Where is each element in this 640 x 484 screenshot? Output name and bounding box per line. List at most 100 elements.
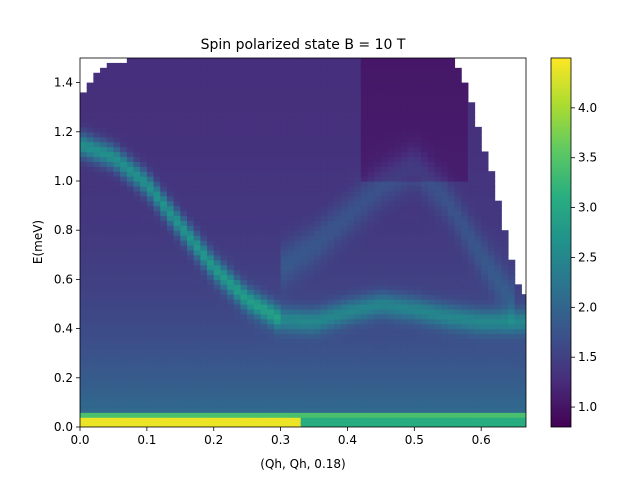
heatmap-cell xyxy=(367,313,375,320)
heatmap-cell xyxy=(300,225,308,231)
heatmap-cell xyxy=(140,126,148,133)
heatmap-cell xyxy=(193,299,201,305)
heatmap-cell xyxy=(314,422,322,427)
heatmap-cell xyxy=(280,382,288,389)
heatmap-cell xyxy=(494,240,502,246)
heatmap-cell xyxy=(200,323,208,330)
heatmap-cell xyxy=(454,249,462,256)
heatmap-cell xyxy=(340,166,349,172)
heatmap-cell xyxy=(153,274,161,280)
heatmap-cell xyxy=(207,338,215,344)
heatmap-cell xyxy=(307,141,315,148)
heatmap-cell xyxy=(146,240,155,246)
heatmap-cell xyxy=(207,264,215,271)
heatmap-cell xyxy=(347,77,355,84)
heatmap-cell xyxy=(166,126,175,133)
heatmap-cell xyxy=(521,323,526,330)
heatmap-cell xyxy=(80,353,88,359)
heatmap-cell xyxy=(421,121,429,128)
heatmap-cell xyxy=(400,333,409,340)
heatmap-cell xyxy=(133,230,141,236)
heatmap-cell xyxy=(126,240,135,246)
heatmap-cell xyxy=(494,225,502,231)
heatmap-cell xyxy=(380,176,389,182)
heatmap-cell xyxy=(454,215,462,221)
heatmap-cell xyxy=(80,363,88,369)
heatmap-cell xyxy=(314,397,322,403)
heatmap-cell xyxy=(441,190,449,197)
heatmap-cell xyxy=(367,289,375,295)
heatmap-cell xyxy=(173,422,181,427)
heatmap-cell xyxy=(427,102,435,108)
heatmap-cell xyxy=(293,299,302,305)
heatmap-cell xyxy=(126,195,135,202)
heatmap-cell xyxy=(380,205,389,212)
heatmap-cell xyxy=(300,372,308,379)
heatmap-cell xyxy=(140,367,148,374)
heatmap-cell xyxy=(400,299,409,305)
heatmap-cell xyxy=(213,343,222,349)
heatmap-cell xyxy=(106,313,115,320)
heatmap-cell xyxy=(86,195,94,202)
heatmap-cell xyxy=(240,166,248,172)
heatmap-cell xyxy=(421,343,429,349)
heatmap-cell xyxy=(441,181,449,187)
heatmap-cell xyxy=(287,294,295,300)
heatmap-cell xyxy=(253,230,262,236)
heatmap-cell xyxy=(407,353,415,359)
heatmap-cell xyxy=(307,254,315,261)
heatmap-cell xyxy=(354,58,362,64)
heatmap-cell xyxy=(400,259,409,266)
heatmap-cell xyxy=(93,328,101,335)
heatmap-cell xyxy=(514,407,522,413)
heatmap-cell xyxy=(447,367,456,374)
heatmap-cell xyxy=(340,259,349,266)
heatmap-cell xyxy=(280,146,288,153)
heatmap-cell xyxy=(334,333,342,340)
heatmap-cell xyxy=(501,328,509,335)
heatmap-cell xyxy=(100,407,108,413)
heatmap-cell xyxy=(367,402,375,408)
heatmap-cell xyxy=(106,215,115,221)
heatmap-cell xyxy=(394,338,402,344)
heatmap-cell xyxy=(260,58,268,64)
heatmap-cell xyxy=(126,358,135,364)
heatmap-cell xyxy=(86,112,94,118)
heatmap-cell xyxy=(293,353,302,359)
heatmap-cell xyxy=(86,422,94,427)
heatmap-cell xyxy=(227,294,235,300)
heatmap-cell xyxy=(280,156,288,162)
heatmap-cell xyxy=(494,353,502,359)
heatmap-cell xyxy=(300,264,308,271)
heatmap-cell xyxy=(501,412,509,418)
heatmap-cell xyxy=(253,77,262,84)
heatmap-cell xyxy=(240,294,248,300)
heatmap-cell xyxy=(260,230,268,236)
heatmap-cell xyxy=(374,72,382,79)
heatmap-cell xyxy=(113,225,121,231)
heatmap-cell xyxy=(387,117,395,123)
heatmap-cell xyxy=(293,422,302,427)
heatmap-cell xyxy=(307,323,315,330)
heatmap-cell xyxy=(367,62,375,69)
heatmap-cell xyxy=(481,358,489,364)
heatmap-cell xyxy=(180,58,188,64)
heatmap-cell xyxy=(207,230,215,236)
heatmap-cell xyxy=(441,205,449,212)
heatmap-cell xyxy=(240,171,248,177)
heatmap-cell xyxy=(454,363,462,369)
heatmap-cell xyxy=(487,333,496,340)
heatmap-cell xyxy=(380,190,389,197)
heatmap-cell xyxy=(273,348,282,354)
heatmap-cell xyxy=(200,126,208,133)
heatmap-cell xyxy=(106,417,115,423)
heatmap-cell xyxy=(314,166,322,172)
heatmap-cell xyxy=(153,195,161,202)
heatmap-cell xyxy=(427,387,435,394)
heatmap-cell xyxy=(293,289,302,295)
heatmap-cell xyxy=(253,87,262,94)
heatmap-cell xyxy=(233,254,242,261)
heatmap-cell xyxy=(387,304,395,310)
heatmap-cell xyxy=(240,195,248,202)
heatmap-cell xyxy=(227,299,235,305)
